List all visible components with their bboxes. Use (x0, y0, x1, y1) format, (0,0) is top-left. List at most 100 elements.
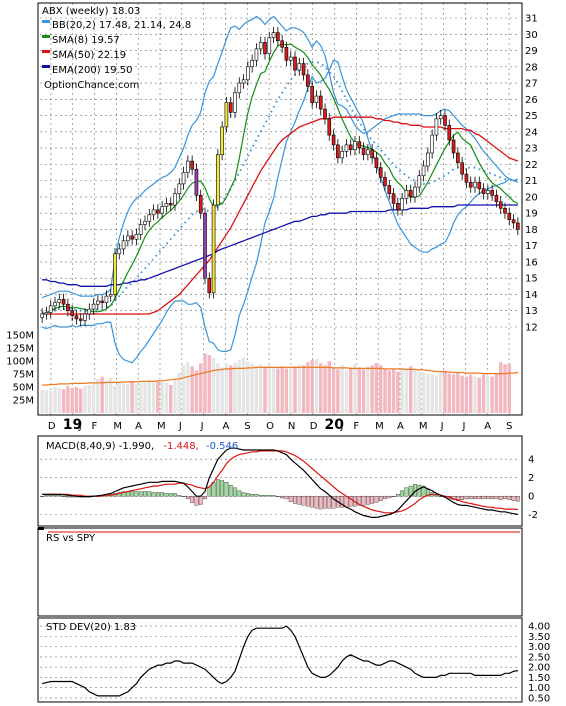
volume-bar (447, 373, 451, 413)
macd-histogram-bar (190, 496, 195, 503)
volume-bar (156, 380, 160, 413)
macd-histogram-bar (194, 496, 199, 506)
stddev-tick-label: 4.00 (528, 622, 550, 633)
volume-bar (426, 373, 430, 413)
macd-histogram-bar (65, 496, 70, 498)
macd-histogram-bar (417, 484, 422, 497)
macd-histogram-bar (515, 496, 520, 502)
candle-body (421, 165, 426, 177)
macd-histogram-bar (490, 496, 495, 500)
legend-bb: BB(20,2) 17.48, 21.14, 24.8 (52, 20, 191, 31)
price-tick-label: 23 (525, 144, 538, 155)
candle-body (156, 209, 160, 214)
volume-bars (40, 353, 511, 413)
candle-body (241, 79, 246, 84)
month-label: A (222, 421, 229, 432)
macd-histogram-bar (250, 494, 255, 497)
candle-body (490, 190, 494, 196)
candle-body (113, 253, 117, 295)
candle-body (361, 147, 366, 155)
macd-histogram-bar (503, 496, 507, 500)
price-tick-label: 19 (525, 209, 538, 220)
macd-histogram-bar (121, 491, 126, 497)
volume-bar (430, 374, 434, 413)
macd-histogram-bar (155, 492, 160, 497)
macd-histogram-bar (301, 496, 306, 506)
price-tick-label: 25 (525, 111, 538, 122)
macd-histogram-bar (237, 490, 242, 497)
volume-bar (494, 373, 499, 413)
volume-bar (186, 362, 190, 413)
candle-body (224, 102, 229, 128)
macd-histogram-bar (185, 496, 190, 500)
month-label: D (310, 421, 318, 432)
candle-body (40, 313, 44, 318)
macd-tick-label: 0 (528, 492, 534, 503)
volume-bar (169, 384, 173, 413)
volume-bar (379, 365, 383, 413)
volume-bar (400, 369, 404, 413)
volume-bar (237, 360, 241, 413)
candle-body (447, 125, 452, 141)
candle-body (353, 141, 357, 151)
candle-body (408, 190, 413, 198)
candle-body (74, 315, 79, 320)
macd-histogram-bar (267, 495, 272, 497)
volume-bar (336, 369, 340, 413)
candle-body (186, 160, 190, 173)
month-label: N (288, 421, 295, 432)
macd-histogram-bar (280, 496, 285, 499)
candle-body (323, 108, 327, 120)
candle-body (327, 118, 332, 136)
volume-bar (199, 363, 203, 413)
candle-body (468, 181, 473, 188)
macd-histogram-bar (177, 495, 182, 497)
volume-bar (79, 388, 83, 413)
candle-body (117, 248, 122, 255)
candle-body (293, 56, 297, 71)
candle-body (280, 40, 284, 48)
volume-bar (284, 368, 289, 413)
volume-bar (177, 372, 181, 413)
volume-bar (481, 374, 486, 413)
macd-title-hist: -0.546 (206, 441, 238, 452)
volume-bar (53, 387, 57, 413)
volume-bar (297, 364, 301, 413)
volume-bar (319, 363, 323, 413)
volume-bar (61, 389, 66, 413)
volume-bar (74, 387, 79, 413)
macd-histogram-bar (370, 496, 375, 504)
macd-histogram-bar (203, 496, 207, 500)
candle-body (207, 277, 212, 294)
candle-body (318, 95, 323, 110)
stddev-y-axis: 4.003.503.002.502.001.501.000.50 (528, 622, 550, 705)
candle-body (233, 92, 237, 113)
month-label: J (78, 421, 82, 432)
volume-tick-label: 125M (6, 344, 34, 355)
macd-histogram-bar (258, 495, 263, 497)
price-panel: 12 13 14 15 16 17 18 19 20 21 22 23 24 25 26 27 28 29 30 31… (6, 2, 538, 433)
price-tick-label: 14 (525, 290, 538, 301)
candle-body (430, 134, 434, 154)
legend-sma8: SMA(8) 19.57 (52, 35, 120, 46)
macd-histogram-bar (40, 496, 45, 497)
macd-histogram-bar (57, 495, 62, 497)
macd-histogram-bar (241, 492, 246, 497)
price-tick-label: 17 (525, 241, 538, 252)
candle-body (211, 204, 216, 294)
volume-bar (507, 363, 511, 413)
macd-histogram-bar (207, 486, 212, 497)
candle-body (263, 42, 267, 55)
volume-bar (259, 364, 263, 413)
volume-bar (220, 367, 224, 413)
bb-upper-line (41, 15, 519, 299)
volume-bar (130, 380, 134, 413)
volume-bar (104, 380, 109, 413)
bb-mid-line (42, 60, 518, 314)
macd-histogram-bar (387, 496, 392, 499)
candle-body (220, 126, 224, 155)
candle-body (203, 212, 207, 279)
candle-body (413, 186, 417, 198)
volume-bar (224, 363, 229, 413)
